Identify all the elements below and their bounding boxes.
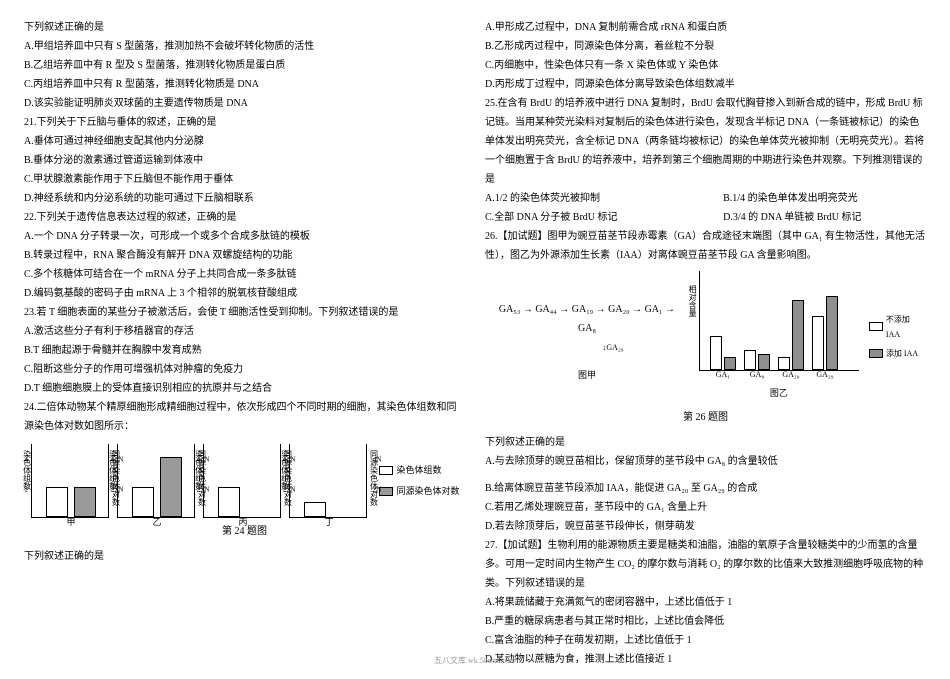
- q26-c: C.若用乙烯处理豌豆苗，茎节段中的 GA₁ 含量上升: [485, 498, 926, 517]
- q25: 25.在含有 BrdU 的培养液中进行 DNA 复制时，BrdU 会取代胸苷掺入…: [485, 94, 926, 189]
- fig26-label-right: 图乙: [699, 385, 859, 402]
- fig24-panel-甲: 染色体组数同源染色体对数242N4N甲: [31, 444, 109, 518]
- q25-opts-row2: C.全部 DNA 分子被 BrdU 标记 D.3/4 的 DNA 单链被 Brd…: [485, 208, 926, 227]
- fig24-panel-乙: 染色体组数同源染色体对数242N4N乙: [117, 444, 195, 518]
- q22: 22.下列关于遗传信息表达过程的叙述，正确的是: [24, 208, 465, 227]
- q25-d: D.3/4 的 DNA 单链被 BrdU 标记: [723, 208, 861, 227]
- q21: 21.下列关于下丘脑与垂体的叙述，正确的是: [24, 113, 465, 132]
- option-d: D.该实验能证明肺炎双球菌的主要遗传物质是 DNA: [24, 94, 465, 113]
- q21-b: B.垂体分泌的激素通过管道运输到体液中: [24, 151, 465, 170]
- page: 下列叙述正确的是 A.甲组培养皿中只有 S 型菌落，推测加热不会破坏转化物质的活…: [0, 0, 950, 679]
- fig26-chart: 相对含量 GA₁GA₈GA₂₀GA₂₉: [699, 271, 859, 371]
- fig26: GA₅₃ → GA₄₄ → GA₁₉ → GA₂₀ → GA₁ → GA₈ ↓G…: [485, 271, 926, 427]
- q25-b: B.1/4 的染色单体发出明亮荧光: [723, 189, 857, 208]
- fig26-caption: 第 26 题图: [485, 408, 926, 427]
- footer: 五八文库 wk.58sms.com: [0, 653, 950, 668]
- q25-c: C.全部 DNA 分子被 BrdU 标记: [485, 208, 723, 227]
- q27: 27.【加试题】生物利用的能源物质主要是糖类和油脂，油脂的氧原子含量较糖类中的少…: [485, 536, 926, 593]
- q24-c: C.丙细胞中，性染色体只有一条 X 染色体或 Y 染色体: [485, 56, 926, 75]
- fig24-panel-丙: 染色体组数同源染色体对数242N4N丙: [203, 444, 281, 518]
- fig24-panel-丁: 染色体组数同源染色体对数242N4N丁: [289, 444, 367, 518]
- right-column: A.甲形成乙过程中，DNA 复制前需合成 rRNA 和蛋白质 B.乙形成丙过程中…: [485, 18, 926, 669]
- q21-a: A.垂体可通过神经细胞支配其他内分泌腺: [24, 132, 465, 151]
- fig24-legend: 染色体组数同源染色体对数: [379, 462, 459, 500]
- q23-b: B.T 细胞起源于骨髓并在胸腺中发育成熟: [24, 341, 465, 360]
- q25-a: A.1/2 的染色体荧光被抑制: [485, 189, 723, 208]
- q26-b: B.给离体豌豆苗茎节段添加 IAA，能促进 GA₂₀ 至 GA₂₉ 的合成: [485, 479, 926, 498]
- q24-txt: 下列叙述正确的是: [24, 547, 465, 566]
- q27-c: C.富含油脂的种子在萌发初期，上述比值低于 1: [485, 631, 926, 650]
- left-column: 下列叙述正确的是 A.甲组培养皿中只有 S 型菌落，推测加热不会破坏转化物质的活…: [24, 18, 465, 669]
- q22-a: A.一个 DNA 分子转录一次，可形成一个或多个合成多肽链的模板: [24, 227, 465, 246]
- q26-d: D.若去除顶芽后，豌豆苗茎节段伸长，侧芽萌发: [485, 517, 926, 536]
- q22-b: B.转录过程中，RNA 聚合酶没有解开 DNA 双螺旋结构的功能: [24, 246, 465, 265]
- q26-txt: 下列叙述正确的是: [485, 433, 926, 452]
- q23: 23.若 T 细胞表面的某些分子被激活后，会使 T 细胞活性受到抑制。下列叙述错…: [24, 303, 465, 322]
- fig26-legend: 不添加 IAA 添加 IAA: [869, 312, 926, 362]
- fig26-ylab: 相对含量: [685, 285, 700, 317]
- q24-a: A.甲形成乙过程中，DNA 复制前需合成 rRNA 和蛋白质: [485, 18, 926, 37]
- q23-c: C.阻断这些分子的作用可增强机体对肿瘤的免疫力: [24, 360, 465, 379]
- q25-opts-row1: A.1/2 的染色体荧光被抑制 B.1/4 的染色单体发出明亮荧光: [485, 189, 926, 208]
- fig26-pathway-wrap: GA₅₃ → GA₄₄ → GA₁₉ → GA₂₀ → GA₁ → GA₈ ↓G…: [485, 290, 689, 384]
- q26-a: A.与去除顶芽的豌豆苗相比，保留顶芽的茎节段中 GA₈ 的含量较低: [485, 452, 926, 471]
- fig26-label-left: 图甲: [485, 367, 689, 384]
- q21-d: D.神经系统和内分泌系统的功能可通过下丘脑相联系: [24, 189, 465, 208]
- q22-d: D.编码氨基酸的密码子由 mRNA 上 3 个相邻的脱氧核苷酸组成: [24, 284, 465, 303]
- q22-c: C.多个核糖体可结合在一个 mRNA 分子上共同合成一条多肽链: [24, 265, 465, 284]
- option-c: C.丙组培养皿中只有 R 型菌落，推测转化物质是 DNA: [24, 75, 465, 94]
- fig26-chart-wrap: 相对含量 GA₁GA₈GA₂₀GA₂₉ 图乙: [699, 271, 859, 402]
- option-a: A.甲组培养皿中只有 S 型菌落，推测加热不会破坏转化物质的活性: [24, 37, 465, 56]
- q24-d: D.丙形成丁过程中，同源染色体分离导致染色体组数减半: [485, 75, 926, 94]
- fig26-pathway: GA₅₃ → GA₄₄ → GA₁₉ → GA₂₀ → GA₁ → GA₈ ↓G…: [485, 290, 689, 367]
- text-line: 下列叙述正确的是: [24, 18, 465, 37]
- q21-c: C.甲状腺激素能作用于下丘脑但不能作用于垂体: [24, 170, 465, 189]
- q24-b: B.乙形成丙过程中，同源染色体分离，着丝粒不分裂: [485, 37, 926, 56]
- q26: 26.【加试题】图甲为豌豆苗茎节段赤霉素（GA）合成途径末端图（其中 GA₁ 有…: [485, 227, 926, 265]
- q27-a: A.将果蔬储藏于充满氮气的密闭容器中，上述比值低于 1: [485, 593, 926, 612]
- option-b: B.乙组培养皿中有 R 型及 S 型菌落，推测转化物质是蛋白质: [24, 56, 465, 75]
- fig24: 染色体组数同源染色体对数242N4N甲染色体组数同源染色体对数242N4N乙染色…: [24, 444, 465, 541]
- q23-d: D.T 细胞细胞膜上的受体直接识别相应的抗原并与之结合: [24, 379, 465, 398]
- q27-b: B.严重的糖尿病患者与其正常时相比，上述比值会降低: [485, 612, 926, 631]
- q23-a: A.激活这些分子有利于移植器官的存活: [24, 322, 465, 341]
- q24: 24.二倍体动物某个精原细胞形成精细胞过程中，依次形成四个不同时期的细胞，其染色…: [24, 398, 465, 436]
